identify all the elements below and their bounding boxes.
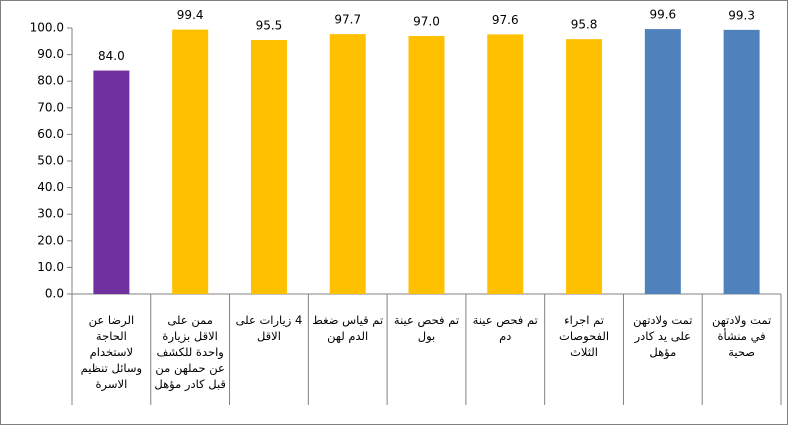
value-label: 97.0 [413, 14, 440, 28]
x-tick-label: الرضا عن الحاجة لاستخدام وسائل تنظيم الا… [80, 313, 143, 391]
x-tick-label: تم قياس ضغط الدم لهن [312, 313, 384, 343]
y-tick-label: 10.0 [37, 260, 64, 274]
value-label: 97.7 [334, 13, 361, 27]
x-tick-label: 4 زيارات على الاقل [235, 313, 303, 343]
value-label: 95.5 [256, 18, 283, 32]
x-tick-label: ممن على الاقل بزيارة واحدة للكشف عن حمله… [154, 313, 226, 391]
bar [172, 29, 209, 294]
bar [408, 35, 445, 294]
y-tick-label: 50.0 [37, 154, 64, 168]
x-tick-label: تم فحص عينة دم [472, 313, 538, 343]
y-tick-label: 100.0 [30, 21, 64, 35]
x-tick-label: تم فحص عينة بول [393, 313, 460, 343]
value-label: 95.8 [571, 18, 598, 32]
value-label: 99.4 [177, 8, 204, 22]
bar [93, 70, 130, 294]
bar [566, 39, 603, 295]
y-tick-label: 40.0 [37, 180, 64, 194]
value-label: 99.3 [728, 8, 755, 22]
y-tick-label: 30.0 [37, 207, 64, 221]
y-tick-label: 20.0 [37, 233, 64, 247]
y-tick-label: 70.0 [37, 100, 64, 114]
value-label: 99.6 [649, 8, 676, 22]
bar [644, 29, 681, 295]
value-label: 84.0 [98, 49, 125, 63]
bar [487, 34, 524, 294]
y-tick-label: 0.0 [45, 287, 64, 301]
bar [723, 29, 760, 294]
bar [329, 34, 366, 294]
y-tick-label: 60.0 [37, 127, 64, 141]
x-tick-label: تم اجراء الفحوصات الثلاث [559, 313, 610, 359]
x-tick-label: تمت ولادتهن على يد كادر مؤهل [633, 313, 693, 359]
x-tick-label: تمت ولادتهن في منشأة صحية [711, 313, 772, 359]
bar [250, 39, 287, 294]
y-tick-label: 90.0 [37, 47, 64, 61]
y-tick-label: 80.0 [37, 74, 64, 88]
value-label: 97.6 [492, 13, 519, 27]
